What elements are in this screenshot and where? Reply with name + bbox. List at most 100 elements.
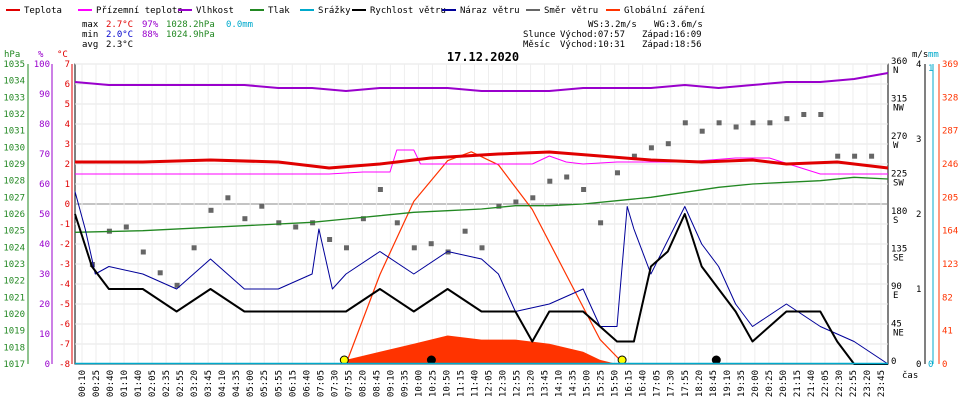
tick-label-direction-name: SE — [893, 254, 904, 264]
winddir-point — [479, 245, 485, 251]
tick-label-celsius: 3 — [65, 140, 70, 150]
tick-label-time: 13:45 — [541, 370, 551, 397]
tick-label-radiation: 82 — [942, 293, 953, 303]
winddir-point — [750, 120, 756, 126]
tick-label-hpa: 1029 — [3, 160, 25, 170]
tick-label-time: 04:10 — [218, 370, 228, 397]
tick-label-mm: 1 — [928, 64, 933, 74]
winddir-point — [225, 195, 231, 201]
winddir-point — [496, 203, 502, 209]
tick-label-percent: 70 — [39, 150, 50, 160]
tick-label-time: 07:55 — [344, 370, 354, 397]
winddir-point — [682, 120, 688, 126]
tick-label-radiation: 123 — [942, 260, 958, 270]
tick-label-celsius: 0 — [65, 200, 70, 210]
winddir-point — [631, 153, 637, 159]
tick-label-time: 09:35 — [400, 370, 410, 397]
tick-label-celsius: 2 — [65, 160, 70, 170]
tick-label-mm: 0 — [928, 360, 933, 370]
winddir-point — [411, 245, 417, 251]
winddir-point — [208, 207, 214, 213]
tick-label-percent: 40 — [39, 240, 50, 250]
tick-label-time: 07:30 — [330, 370, 340, 397]
winddir-point — [174, 282, 180, 288]
info-moonrise: Východ:10:31 — [560, 40, 625, 50]
winddir-point — [564, 174, 570, 180]
tick-label-time: 04:35 — [232, 370, 242, 397]
axis-unit-ms: m/s — [912, 50, 928, 60]
series-temp-line — [75, 150, 889, 170]
tick-label-direction-deg: 0 — [891, 357, 896, 367]
tick-label-time: 08:45 — [372, 370, 382, 397]
series-layer — [74, 72, 889, 365]
series-humidity-line — [74, 72, 889, 92]
stats-min-label: min — [82, 30, 98, 40]
legend-label-rychlost-vetru: Rychlost větru — [370, 6, 446, 16]
tick-label-percent: 90 — [39, 90, 50, 100]
tick-label-hpa: 1034 — [3, 77, 25, 87]
tick-label-time: 00:10 — [78, 370, 88, 397]
tick-label-time: 11:15 — [456, 370, 466, 397]
axis-unit-mm: mm — [928, 50, 939, 60]
winddir-point — [547, 178, 553, 184]
stats-avg-temp: 2.3°C — [106, 40, 133, 50]
winddir-point — [615, 170, 620, 176]
stats-min-temp: 2.0°C — [106, 30, 133, 40]
tick-label-direction-deg: 360 — [891, 57, 907, 67]
tick-label-ms: 2 — [916, 210, 921, 220]
tick-label-time: 19:10 — [723, 370, 733, 397]
tick-label-celsius: -3 — [59, 260, 70, 270]
series-radiation-max-line — [345, 151, 625, 365]
tick-label-time: 18:45 — [709, 370, 719, 397]
series-wind-line — [74, 213, 888, 365]
tick-label-celsius: 5 — [65, 100, 70, 110]
tick-label-time: 15:25 — [597, 370, 607, 397]
tick-label-hpa: 1030 — [3, 143, 25, 153]
stats-avg-label: avg — [82, 40, 98, 50]
tick-label-time: 06:15 — [288, 370, 298, 397]
tick-label-percent: 50 — [39, 210, 50, 220]
tick-label-time: 08:20 — [358, 370, 368, 397]
tick-label-time: 20:50 — [779, 370, 789, 397]
tick-label-direction-name: E — [893, 291, 898, 301]
tick-label-time: 12:30 — [499, 370, 509, 397]
tick-label-hpa: 1033 — [3, 93, 25, 103]
info-moon-label: Měsíc — [523, 40, 550, 50]
info-block: WS:3.2m/s WG:3.6m/s Slunce Východ:07:57 … — [523, 20, 703, 50]
winddir-point — [699, 128, 705, 134]
tick-label-time: 16:15 — [625, 370, 635, 397]
winddir-point — [242, 216, 248, 222]
tick-label-celsius: -4 — [59, 280, 70, 290]
tick-label-percent: 30 — [39, 270, 50, 280]
winddir-point — [818, 112, 824, 117]
winddir-point — [259, 203, 265, 209]
tick-label-radiation: 246 — [942, 160, 958, 170]
tick-label-percent: 60 — [39, 180, 50, 190]
info-wg: WG:3.6m/s — [654, 20, 703, 30]
tick-label-hpa: 1026 — [3, 210, 25, 220]
tick-label-hpa: 1019 — [3, 327, 25, 337]
tick-label-time: 20:00 — [751, 370, 761, 397]
tick-label-direction-name: S — [893, 216, 898, 226]
tick-label-hpa: 1027 — [3, 193, 25, 203]
tick-label-hpa: 1035 — [3, 60, 25, 70]
tick-label-time: 11:40 — [470, 370, 480, 397]
winddir-point — [428, 241, 434, 247]
stats-min-pressure: 1024.9hPa — [166, 30, 215, 40]
tick-label-radiation: 328 — [942, 93, 958, 103]
tick-label-time: 17:30 — [667, 370, 677, 397]
tick-label-direction-deg: 270 — [891, 132, 907, 142]
tick-label-direction-deg: 315 — [891, 95, 907, 105]
tick-label-hpa: 1020 — [3, 310, 25, 320]
tick-label-direction-name: NW — [893, 104, 904, 114]
tick-label-celsius: 1 — [65, 180, 70, 190]
winddir-point — [801, 112, 807, 117]
tick-label-celsius: -7 — [59, 340, 70, 350]
tick-label-time: 16:40 — [639, 370, 649, 397]
tick-label-celsius: -8 — [59, 360, 70, 370]
tick-label-time: 18:20 — [695, 370, 705, 397]
tick-label-direction-deg: 90 — [891, 282, 902, 292]
tick-label-time: 01:40 — [134, 370, 144, 397]
axis-unit-time: čas — [902, 370, 918, 381]
tick-label-ms: 4 — [916, 60, 921, 70]
